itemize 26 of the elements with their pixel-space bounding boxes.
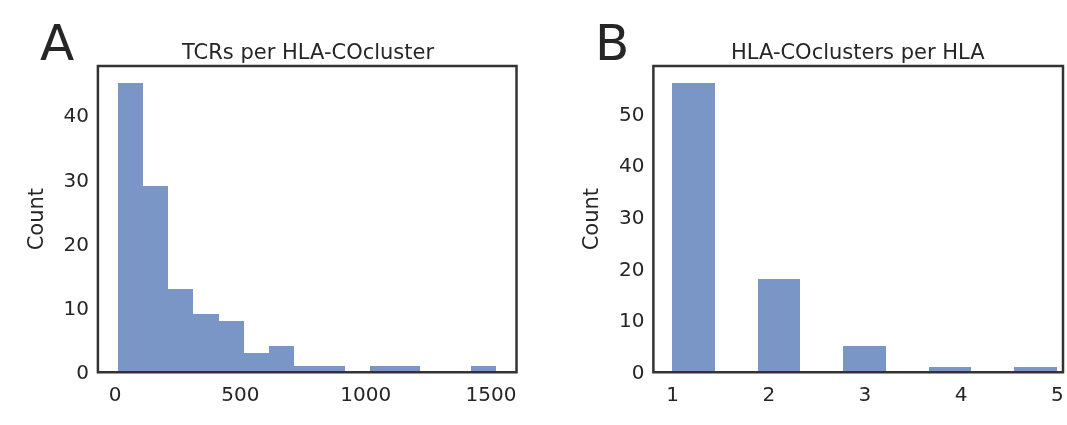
x-tick-label: 4: [954, 382, 968, 407]
x-tick-label: 5: [1050, 382, 1064, 407]
y-tick-label: 40: [618, 153, 645, 178]
x-tick-label: 0: [108, 382, 122, 407]
chart-title: TCRs per HLA-COcluster: [181, 40, 435, 64]
y-axis-title: Count: [579, 187, 604, 251]
y-tick-label: 20: [63, 231, 89, 256]
y-tick-label: 20: [618, 256, 645, 281]
y-tick-label: 10: [618, 308, 645, 333]
y-tick-label: 0: [631, 360, 645, 385]
y-tick-label: 30: [63, 167, 89, 192]
text: B: [595, 14, 630, 72]
y-tick-label: 30: [618, 205, 645, 230]
chart-title: HLA-COclusters per HLA: [731, 40, 986, 64]
x-tick-label: 1000: [340, 382, 392, 407]
y-tick-label: 0: [76, 360, 89, 385]
x-tick-label: 2: [762, 382, 776, 407]
x-tick-label: 1: [666, 382, 679, 407]
y-tick-label: 40: [63, 103, 89, 128]
y-axis-title: Count: [23, 187, 48, 251]
x-tick-label: 3: [858, 382, 872, 407]
x-tick-label: 500: [221, 382, 260, 407]
x-tick-label: 1500: [465, 382, 517, 407]
y-tick-label: 50: [618, 101, 645, 126]
text: A: [40, 14, 75, 72]
y-tick-label: 10: [63, 296, 89, 321]
